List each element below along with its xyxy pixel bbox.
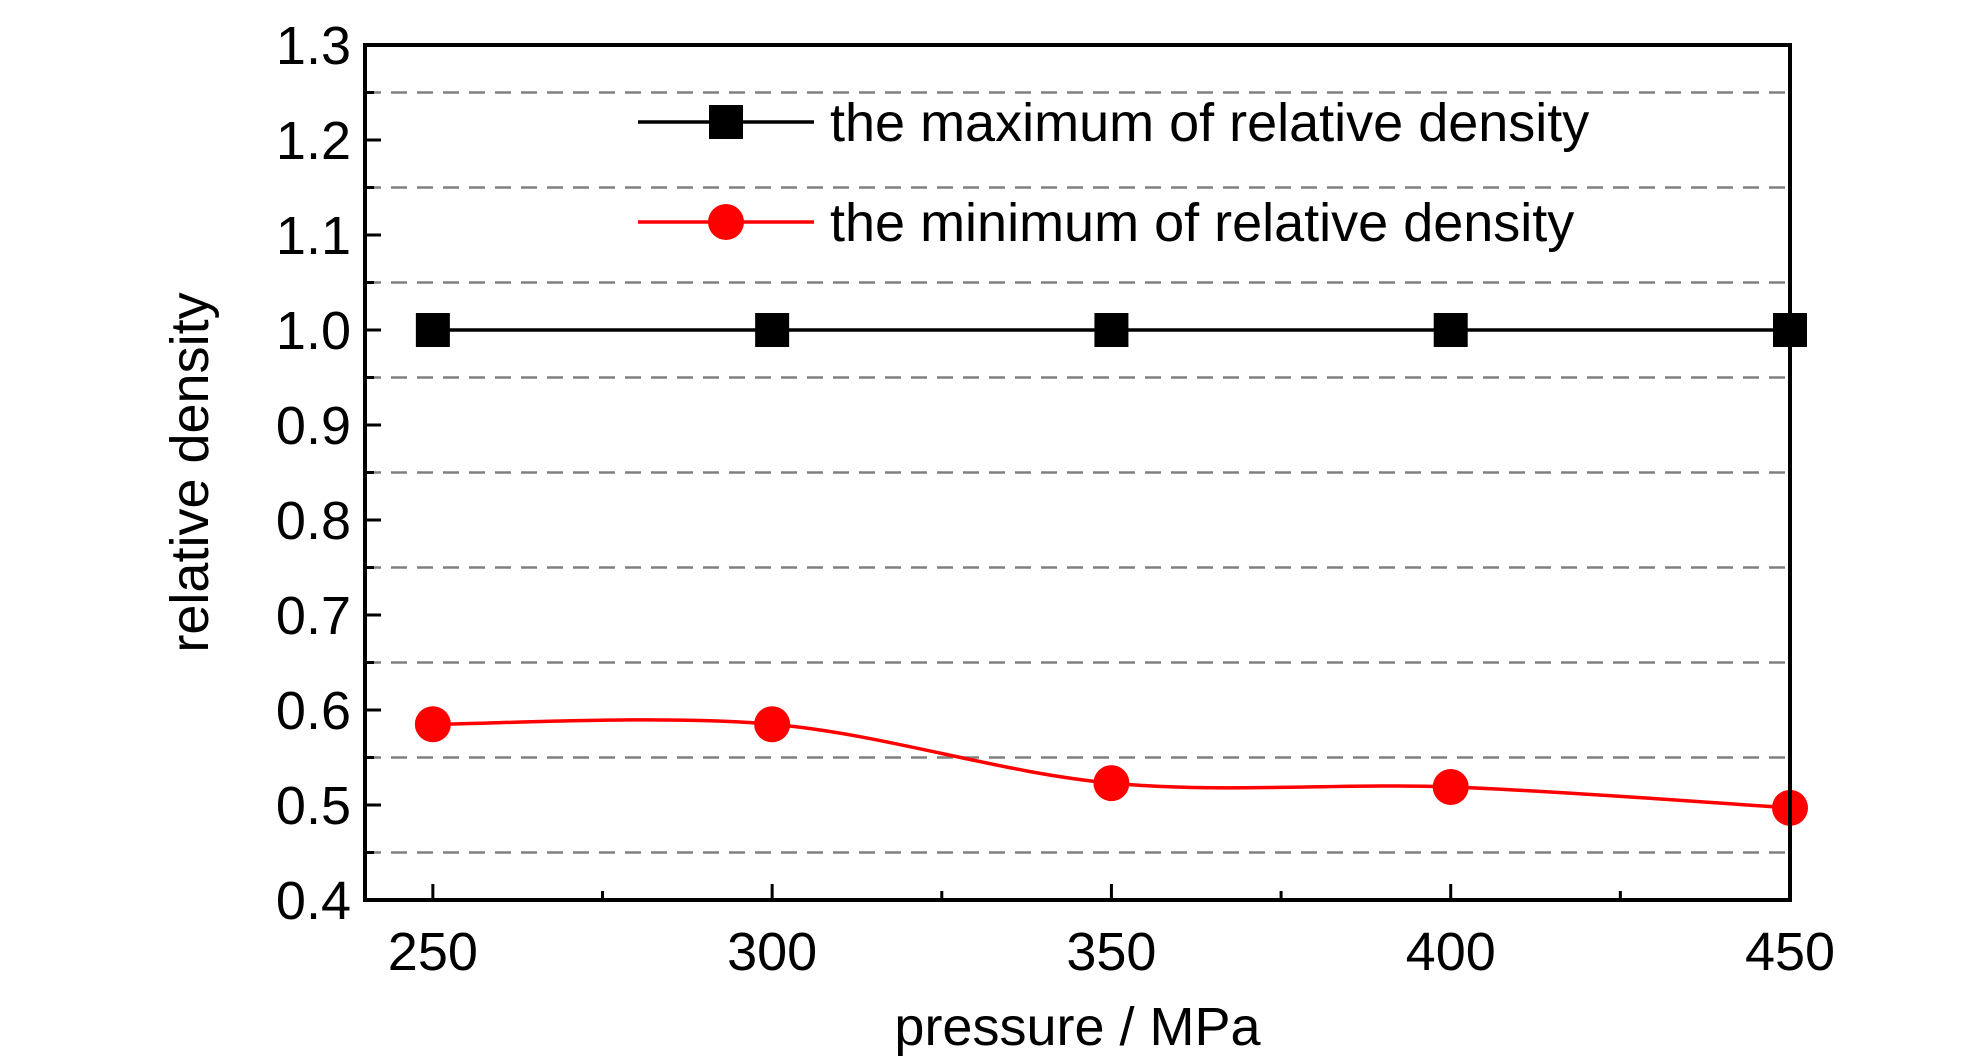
data-point: [415, 313, 450, 347]
y-tick-label: 0.6: [276, 681, 351, 741]
x-tick-label: 450: [1745, 922, 1835, 982]
data-point: [1094, 313, 1129, 347]
y-tick-label: 0.8: [276, 491, 351, 551]
x-tick-label: 400: [1406, 922, 1496, 982]
legend-entry: the minimum of relative density: [638, 193, 1574, 253]
data-point: [1093, 765, 1130, 802]
grid-lines: [365, 91, 1790, 854]
y-tick-label: 1.1: [276, 206, 351, 266]
legend-label: the minimum of relative density: [830, 193, 1574, 253]
tick-labels: 0.4 0.5 0.6 0.7 0.8 0.9 1.0 1.1 1.2 1.3 250 300 350 4…: [276, 16, 1835, 982]
legend-entry: the maximum of relative density: [638, 93, 1589, 153]
y-tick-label: 0.9: [276, 396, 351, 456]
y-tick-label: 0.7: [276, 586, 351, 646]
series-minimum: [414, 706, 1808, 826]
legend-marker: [708, 204, 744, 240]
legend-marker: [709, 105, 743, 139]
x-tick-label: 350: [1066, 922, 1156, 982]
x-tick-label: 300: [727, 922, 817, 982]
x-axis-title: pressure / MPa: [894, 997, 1261, 1057]
data-point: [1432, 768, 1469, 805]
y-axis-title: relative density: [160, 292, 220, 652]
y-tick-label: 0.5: [276, 776, 351, 836]
x-tick-label: 250: [388, 922, 478, 982]
series-layer: [414, 313, 1808, 826]
data-point: [754, 706, 791, 743]
legend-label: the maximum of relative density: [830, 93, 1589, 153]
series-maximum: [415, 313, 1807, 347]
data-point: [1433, 313, 1468, 347]
data-point: [755, 313, 790, 347]
y-tick-label: 0.4: [276, 871, 351, 931]
y-tick-label: 1.2: [276, 111, 351, 171]
axis-ticks: [365, 43, 1792, 902]
data-point: [414, 706, 451, 743]
legend: the maximum of relative density the minim…: [638, 93, 1589, 253]
y-tick-label: 1.3: [276, 16, 351, 76]
y-tick-label: 1.0: [276, 301, 351, 361]
